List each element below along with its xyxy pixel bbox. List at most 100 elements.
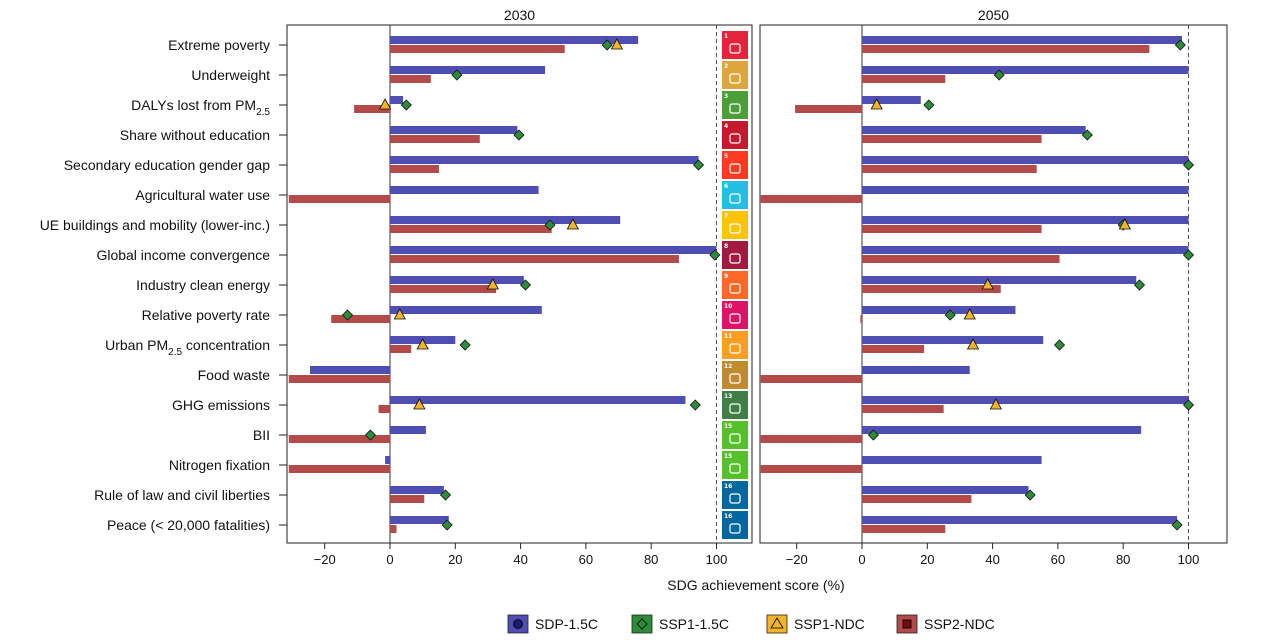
point-ssp1-1.5c [1053, 339, 1066, 351]
row-label: Agricultural water use [135, 187, 270, 203]
legend-circle-icon [513, 619, 523, 629]
point-ssp1-1.5c [341, 309, 354, 321]
point-ssp1-ndc [566, 218, 580, 230]
row-label-text: Relative poverty rate [142, 307, 271, 323]
sdg-goal-number: 15 [724, 423, 732, 430]
bar-ssp2-ndc [862, 135, 1042, 143]
x-tick-label: 80 [644, 552, 658, 567]
row-label: Underweight [191, 67, 270, 83]
point-ssp1-1.5c [1182, 399, 1195, 411]
row-label-text: Industry clean energy [136, 277, 270, 293]
bar-sdp-1.5c [390, 66, 546, 74]
legend-label: SSP2-NDC [924, 616, 995, 632]
bar-sdp-1.5c [862, 516, 1178, 524]
point-ssp1-1.5c [451, 69, 463, 81]
bar-sdp-1.5c [390, 246, 717, 254]
sdg-goal-number: 1 [724, 33, 728, 40]
sdg-goal-number: 13 [724, 393, 732, 400]
bar-ssp2-ndc [862, 45, 1150, 53]
point-ssp1-1.5c [1081, 129, 1093, 141]
point-ssp1-1.5c [923, 99, 935, 111]
bar-ssp2-ndc [390, 75, 431, 83]
point-ssp1-1.5c [513, 129, 525, 141]
sdg-icon-tile [722, 421, 748, 449]
row-label-text: UE buildings and mobility (lower-inc.) [40, 217, 270, 233]
sdg-icon-tile [722, 121, 748, 149]
bar-sdp-1.5c [390, 36, 639, 44]
point-ssp1-ndc [393, 308, 406, 320]
sdg-icon-glyph [729, 343, 741, 354]
legend-item-ssp2-ndc: SSP2-NDC [896, 614, 995, 634]
sdg-icon-glyph [729, 463, 741, 474]
panel-2030: 2030 −20 0 20 40 60 80 100 [286, 7, 753, 567]
bar-ssp2-ndc [390, 495, 425, 503]
panel-title: 2050 [978, 7, 1009, 23]
point-ssp1-1.5c [1133, 279, 1146, 291]
bar-sdp-1.5c [862, 96, 921, 104]
bar-ssp2-ndc [862, 495, 972, 503]
bar-ssp2-ndc [862, 255, 1060, 263]
point-ssp1-ndc [1118, 218, 1132, 230]
sdg-icon-tile [722, 301, 748, 329]
bar-sdp-1.5c [390, 486, 444, 494]
sdg-goal-13-icon: 13 [722, 391, 748, 419]
bar-sdp-1.5c [862, 486, 1029, 494]
sdg-goal-9-icon: 9 [722, 271, 748, 299]
sdg-icon-glyph [729, 283, 741, 294]
bar-sdp-1.5c [862, 426, 1142, 434]
sdg-goal-number: 6 [724, 183, 728, 190]
bar-ssp2-ndc [760, 375, 862, 383]
point-ssp1-1.5c [993, 69, 1005, 81]
x-tick-label: 0 [858, 552, 865, 567]
bar-sdp-1.5c [862, 336, 1044, 344]
x-tick-label: −20 [786, 552, 808, 567]
legend-item-ssp1-1.5c: SSP1-1.5C [631, 614, 729, 634]
point-ssp1-ndc [378, 98, 392, 110]
point-ssp1-1.5c [709, 249, 721, 261]
legend-label: SSP1-NDC [794, 616, 865, 632]
panel-title: 2030 [504, 7, 535, 23]
point-ssp1-ndc [486, 278, 500, 290]
row-label-text: DALYs lost from PM [131, 97, 256, 113]
row-label: Urban PM2.5 concentration [105, 337, 270, 358]
point-ssp1-1.5c [1174, 39, 1186, 51]
point-ssp1-ndc [870, 98, 883, 110]
x-tick-label: 20 [920, 552, 934, 567]
sdg-goal-number: 2 [724, 63, 728, 70]
row-label: BII [253, 427, 270, 443]
sdg-goal-15-icon: 15 [722, 451, 748, 479]
bar-ssp2-ndc [390, 45, 565, 53]
point-ssp1-1.5c [1182, 159, 1195, 171]
row-label-text: BII [253, 427, 270, 443]
bar-sdp-1.5c [385, 456, 390, 464]
point-ssp1-1.5c [459, 339, 471, 351]
bar-ssp2-ndc [862, 165, 1037, 173]
bar-sdp-1.5c [390, 306, 542, 314]
point-ssp1-1.5c [689, 399, 701, 411]
bar-ssp2-ndc [760, 435, 862, 443]
point-ssp1-ndc [416, 338, 429, 350]
sdg-goal-12-icon: 12 [722, 361, 748, 389]
legend-triangle-icon [770, 617, 784, 629]
x-tick-label: 40 [513, 552, 527, 567]
sdg-icon-tile [722, 211, 748, 239]
sdg-goal-8-icon: 8 [722, 241, 748, 269]
x-tick-label: 100 [1178, 552, 1200, 567]
sdg-goal-number: 10 [724, 303, 732, 310]
point-ssp1-ndc [413, 398, 426, 410]
x-tick-label: 60 [1051, 552, 1065, 567]
legend-item-sdp-1.5c: SDP-1.5C [507, 614, 598, 634]
row-label: Food waste [198, 367, 271, 383]
row-label-text: Rule of law and civil liberties [94, 487, 270, 503]
x-tick-label: 80 [1116, 552, 1130, 567]
row-label-text: Agricultural water use [135, 187, 270, 203]
bar-ssp2-ndc [862, 525, 946, 533]
row-label-text: Global income convergence [96, 247, 270, 263]
bar-ssp2-ndc [860, 315, 862, 323]
bar-ssp2-ndc [390, 345, 412, 353]
sdg-icon-tile [722, 331, 748, 359]
row-label-subscript: 2.5 [168, 347, 182, 358]
point-ssp1-ndc [610, 38, 624, 50]
